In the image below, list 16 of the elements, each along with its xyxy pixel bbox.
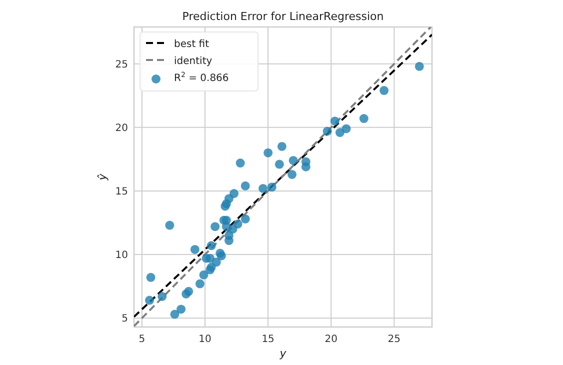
legend-label: best fit bbox=[174, 39, 210, 50]
legend-label: identity bbox=[174, 56, 212, 67]
y-tick-label: 10 bbox=[115, 250, 128, 262]
legend-label: R$^{2}$ = 0.866 bbox=[174, 71, 229, 84]
chart-title: Prediction Error for LinearRegression bbox=[182, 10, 384, 23]
y-axis-title: ŷ bbox=[96, 173, 109, 182]
x-tick-label: 20 bbox=[324, 334, 338, 345]
y-tick-label: 25 bbox=[115, 59, 128, 70]
x-tick-label: 25 bbox=[388, 334, 401, 345]
x-tick-label: 5 bbox=[138, 334, 146, 345]
y-tick-label: 15 bbox=[115, 186, 128, 198]
y-tick-label: 5 bbox=[122, 314, 128, 325]
y-tick-label: 20 bbox=[115, 122, 128, 134]
x-axis-title: y bbox=[278, 347, 287, 360]
x-tick-label: 10 bbox=[198, 334, 212, 345]
x-tick-label: 15 bbox=[262, 334, 274, 345]
